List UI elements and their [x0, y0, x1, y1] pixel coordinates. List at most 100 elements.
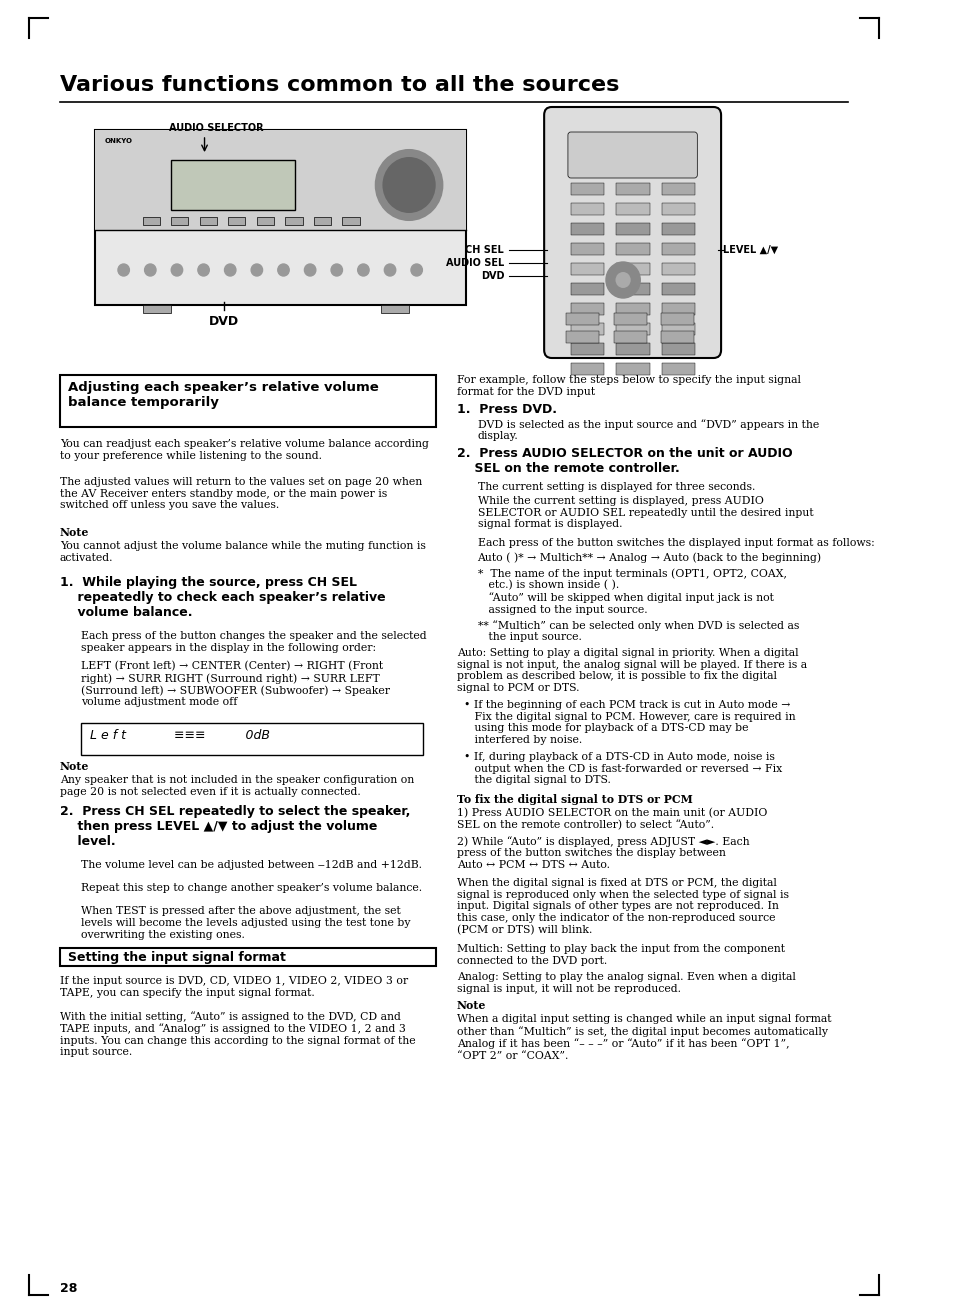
Bar: [570, 223, 603, 235]
Text: 1.  While playing the source, press CH SEL
    repeatedly to check each speaker’: 1. While playing the source, press CH SE…: [60, 576, 385, 618]
Bar: [570, 204, 603, 215]
Bar: [95, 130, 466, 230]
Circle shape: [615, 272, 630, 288]
Text: L e f t            ≡≡≡          0dB: L e f t ≡≡≡ 0dB: [91, 729, 270, 742]
Circle shape: [251, 264, 262, 276]
Bar: [60, 376, 436, 427]
Bar: [616, 303, 649, 315]
Text: The adjusted values will return to the values set on page 20 when
the AV Receive: The adjusted values will return to the v…: [60, 477, 422, 511]
Text: If the input source is DVD, CD, VIDEO 1, VIDEO 2, VIDEO 3 or
TAPE, you can speci: If the input source is DVD, CD, VIDEO 1,…: [60, 976, 416, 1057]
Bar: [616, 263, 649, 274]
Text: Auto: Setting to play a digital signal in priority. When a digital
signal is not: Auto: Setting to play a digital signal i…: [456, 649, 806, 693]
Text: Note: Note: [456, 1001, 485, 1011]
Text: Any speaker that is not included in the speaker configuration on
page 20 is not : Any speaker that is not included in the …: [60, 775, 414, 797]
Bar: [143, 217, 160, 225]
Text: You cannot adjust the volume balance while the muting function is
activated.: You cannot adjust the volume balance whi…: [60, 541, 425, 562]
Bar: [661, 223, 695, 235]
Text: 1) Press AUDIO SELECTOR on the main unit (or AUDIO
SEL on the remote controller): 1) Press AUDIO SELECTOR on the main unit…: [456, 807, 766, 831]
Text: AUDIO SEL: AUDIO SEL: [445, 257, 504, 268]
Circle shape: [118, 264, 130, 276]
Circle shape: [145, 264, 156, 276]
Text: AUDIO SELECTOR: AUDIO SELECTOR: [169, 123, 264, 133]
Text: Adjusting each speaker’s relative volume
balance temporarily: Adjusting each speaker’s relative volume…: [68, 381, 378, 410]
Text: LEFT (Front left) → CENTER (Center) → RIGHT (Front
right) → SURR RIGHT (Surround: LEFT (Front left) → CENTER (Center) → RI…: [81, 660, 390, 708]
Bar: [570, 284, 603, 295]
Bar: [314, 217, 331, 225]
Circle shape: [605, 263, 639, 298]
Text: 2.  Press CH SEL repeatedly to select the speaker,
    then press LEVEL ▲/▼ to a: 2. Press CH SEL repeatedly to select the…: [60, 805, 410, 848]
Bar: [661, 183, 695, 196]
Text: • If, during playback of a DTS-CD in Auto mode, noise is
   output when the CD i: • If, during playback of a DTS-CD in Aut…: [464, 752, 781, 785]
Bar: [342, 217, 359, 225]
Text: DVD: DVD: [480, 270, 504, 281]
FancyBboxPatch shape: [543, 106, 720, 358]
FancyBboxPatch shape: [567, 133, 697, 179]
Text: Note: Note: [60, 762, 90, 772]
Text: 28: 28: [60, 1281, 77, 1295]
Bar: [256, 217, 274, 225]
Bar: [616, 284, 649, 295]
Bar: [661, 243, 695, 255]
Circle shape: [224, 264, 235, 276]
Text: The volume level can be adjusted between ‒12dB and +12dB.

Repeat this step to c: The volume level can be adjusted between…: [81, 860, 421, 940]
Bar: [380, 305, 409, 312]
Bar: [143, 305, 171, 312]
Text: Auto ( )* → Multich** → Analog → Auto (back to the beginning): Auto ( )* → Multich** → Analog → Auto (b…: [477, 551, 821, 562]
Bar: [616, 183, 649, 196]
Circle shape: [304, 264, 315, 276]
Bar: [570, 362, 603, 376]
Circle shape: [171, 264, 182, 276]
Bar: [660, 312, 694, 326]
Bar: [661, 284, 695, 295]
Text: 2.  Press AUDIO SELECTOR on the unit or AUDIO
    SEL on the remote controller.: 2. Press AUDIO SELECTOR on the unit or A…: [456, 446, 791, 475]
Text: Each press of the button changes the speaker and the selected
speaker appears in: Each press of the button changes the spe…: [81, 632, 426, 653]
Bar: [613, 312, 646, 326]
Bar: [285, 217, 302, 225]
Bar: [199, 217, 216, 225]
Bar: [661, 323, 695, 335]
Bar: [570, 183, 603, 196]
Circle shape: [375, 150, 442, 221]
Bar: [228, 217, 245, 225]
Text: ** “Multich” can be selected only when DVD is selected as
   the input source.: ** “Multich” can be selected only when D…: [477, 620, 798, 642]
Text: When a digital input setting is changed while an input signal format
other than : When a digital input setting is changed …: [456, 1014, 830, 1061]
Circle shape: [411, 264, 422, 276]
Bar: [661, 204, 695, 215]
Text: Various functions common to all the sources: Various functions common to all the sour…: [60, 75, 618, 95]
Bar: [171, 160, 294, 210]
Bar: [60, 948, 436, 966]
Bar: [171, 217, 188, 225]
Circle shape: [331, 264, 342, 276]
Text: Each press of the button switches the displayed input format as follows:: Each press of the button switches the di…: [477, 538, 873, 548]
Text: While the current setting is displayed, press AUDIO
SELECTOR or AUDIO SEL repeat: While the current setting is displayed, …: [477, 496, 812, 529]
Text: 1.  Press DVD.: 1. Press DVD.: [456, 403, 556, 416]
Bar: [95, 130, 466, 305]
Bar: [661, 303, 695, 315]
Text: DVD: DVD: [209, 315, 238, 328]
Bar: [616, 362, 649, 376]
Text: You can readjust each speaker’s relative volume balance according
to your prefer: You can readjust each speaker’s relative…: [60, 439, 428, 461]
Bar: [570, 343, 603, 355]
Text: LEVEL ▲/▼: LEVEL ▲/▼: [722, 246, 778, 255]
Text: ONKYO: ONKYO: [105, 138, 132, 144]
Bar: [661, 362, 695, 376]
Bar: [570, 263, 603, 274]
Bar: [661, 263, 695, 274]
Bar: [570, 323, 603, 335]
Text: *  The name of the input terminals (OPT1, OPT2, COAX,
   etc.) is shown inside (: * The name of the input terminals (OPT1,…: [477, 569, 785, 614]
Bar: [616, 243, 649, 255]
Bar: [616, 343, 649, 355]
Text: Setting the input signal format: Setting the input signal format: [68, 951, 285, 964]
Text: For example, follow the steps below to specify the input signal
format for the D: For example, follow the steps below to s…: [456, 376, 800, 397]
Text: 2) While “Auto” is displayed, press ADJUST ◄►. Each
press of the button switches: 2) While “Auto” is displayed, press ADJU…: [456, 836, 748, 871]
Text: Multich: Setting to play back the input from the component
connected to the DVD : Multich: Setting to play back the input …: [456, 944, 783, 965]
Bar: [81, 723, 423, 755]
Bar: [570, 243, 603, 255]
Bar: [570, 303, 603, 315]
Bar: [616, 223, 649, 235]
Text: DVD is selected as the input source and “DVD” appears in the
display.: DVD is selected as the input source and …: [477, 419, 818, 441]
Circle shape: [357, 264, 369, 276]
Text: Analog: Setting to play the analog signal. Even when a digital
signal is input, : Analog: Setting to play the analog signa…: [456, 972, 795, 994]
Bar: [661, 343, 695, 355]
Bar: [565, 331, 598, 343]
